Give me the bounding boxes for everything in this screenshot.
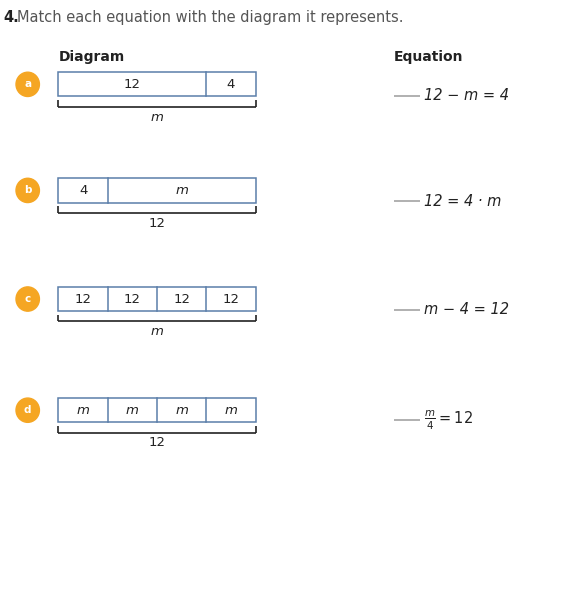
Text: m: m [150,110,163,124]
Bar [58,72,256,97]
Text: $\frac{m}{4} = 12$: $\frac{m}{4} = 12$ [424,409,473,432]
Text: 12 = 4 · m: 12 = 4 · m [424,194,501,209]
Text: c: c [25,294,31,304]
Bar [58,178,256,203]
Text: 12: 12 [124,293,141,305]
Text: Diagram: Diagram [58,50,125,64]
Text: m: m [77,404,90,416]
Circle shape [16,287,39,311]
Text: d: d [24,405,32,415]
Bar [58,398,256,422]
Bar [58,287,256,311]
Text: m: m [176,184,188,197]
Text: 4: 4 [79,184,87,197]
Text: 12: 12 [149,436,166,449]
Text: m: m [150,325,163,338]
Text: 12 − m = 4: 12 − m = 4 [424,89,509,103]
Text: 4.: 4. [3,10,19,25]
Text: m: m [225,404,238,416]
Text: 12: 12 [222,293,239,305]
Text: m: m [176,404,188,416]
Text: m: m [126,404,139,416]
Text: Match each equation with the diagram it represents.: Match each equation with the diagram it … [16,10,403,25]
Circle shape [16,72,39,97]
Text: b: b [24,185,32,195]
Text: 12: 12 [173,293,190,305]
Text: a: a [24,80,31,89]
Text: 12: 12 [149,217,166,229]
Text: 12: 12 [75,293,92,305]
Text: 4: 4 [227,78,235,91]
Text: Equation: Equation [394,50,463,64]
Circle shape [16,398,39,422]
Text: m − 4 = 12: m − 4 = 12 [424,302,509,317]
Circle shape [16,178,39,203]
Text: 12: 12 [124,78,141,91]
